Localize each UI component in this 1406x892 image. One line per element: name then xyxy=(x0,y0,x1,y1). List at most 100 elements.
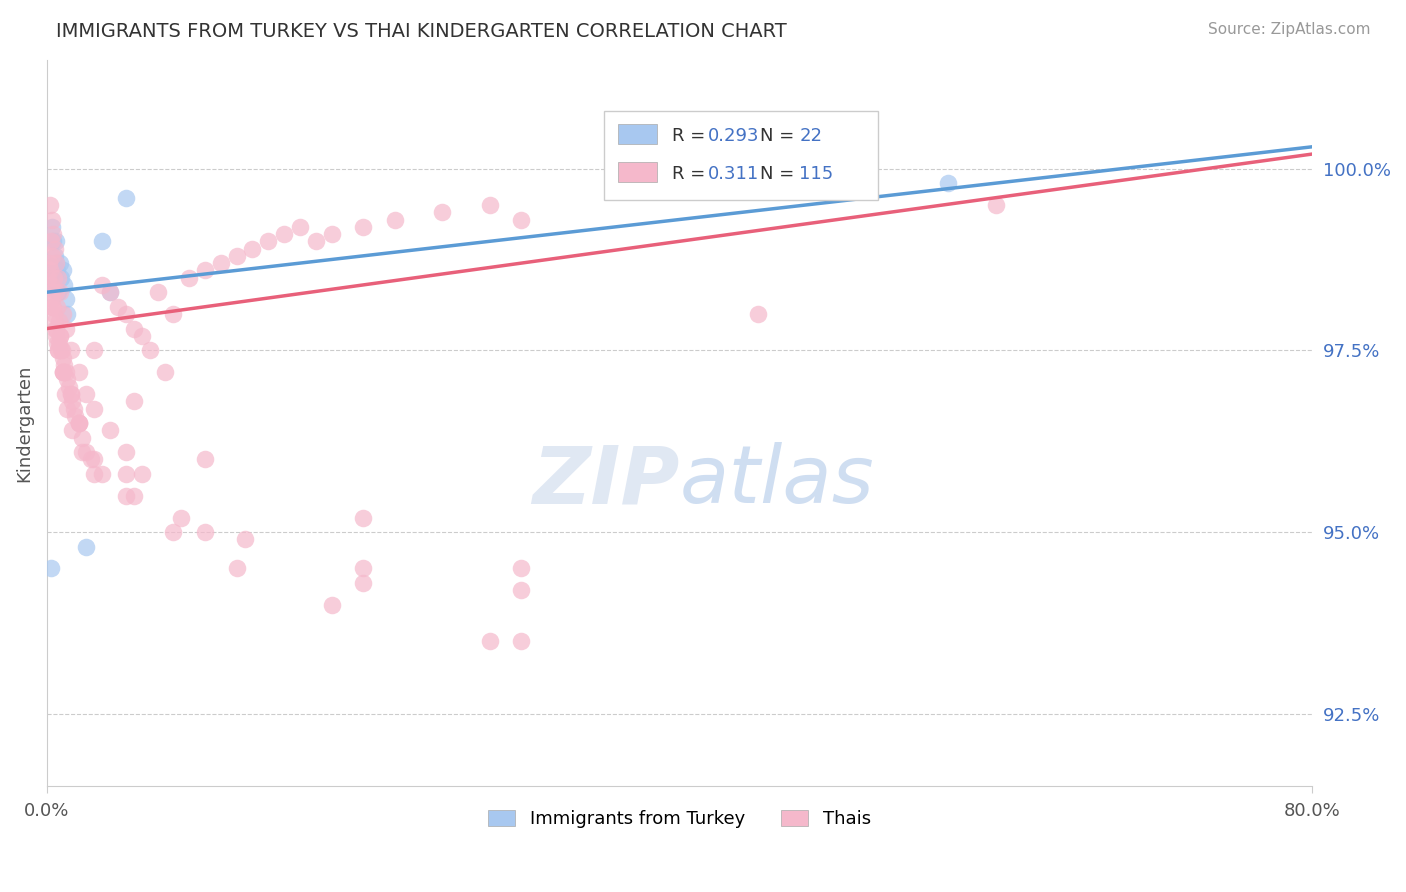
Point xyxy=(67,416,90,430)
Point xyxy=(131,328,153,343)
Text: N =: N = xyxy=(761,165,800,183)
Text: ZIP: ZIP xyxy=(531,442,679,520)
Point xyxy=(131,467,153,481)
Point xyxy=(42,227,65,241)
Point xyxy=(115,307,138,321)
Point xyxy=(41,285,63,300)
Point xyxy=(70,445,93,459)
Point xyxy=(432,205,454,219)
Point xyxy=(44,242,66,256)
Text: R =: R = xyxy=(672,127,710,145)
Point xyxy=(91,277,114,292)
Point xyxy=(122,394,145,409)
Point xyxy=(45,256,67,270)
Point xyxy=(194,524,217,539)
Point xyxy=(41,219,63,234)
Point xyxy=(257,235,280,249)
Point xyxy=(58,380,80,394)
Point xyxy=(80,452,103,467)
Point xyxy=(45,235,67,249)
Point xyxy=(46,343,69,358)
Text: IMMIGRANTS FROM TURKEY VS THAI KINDERGARTEN CORRELATION CHART: IMMIGRANTS FROM TURKEY VS THAI KINDERGAR… xyxy=(56,22,787,41)
Point xyxy=(42,235,65,249)
Text: N =: N = xyxy=(761,127,800,145)
Text: 0.293: 0.293 xyxy=(709,127,759,145)
Point xyxy=(52,365,75,379)
Point xyxy=(45,256,67,270)
Point xyxy=(179,270,201,285)
Point xyxy=(44,314,66,328)
Point xyxy=(98,285,121,300)
Point xyxy=(98,285,121,300)
Point xyxy=(510,583,533,598)
Point xyxy=(56,307,79,321)
Point xyxy=(42,270,65,285)
Point xyxy=(162,524,184,539)
Point xyxy=(288,219,311,234)
Point xyxy=(53,387,76,401)
Point xyxy=(52,365,75,379)
Point xyxy=(41,249,63,263)
Point xyxy=(352,561,374,575)
Point xyxy=(46,343,69,358)
Point xyxy=(49,328,72,343)
Point xyxy=(39,270,62,285)
Point xyxy=(107,300,129,314)
Point xyxy=(510,561,533,575)
Point xyxy=(70,431,93,445)
Point xyxy=(62,401,84,416)
Point xyxy=(122,321,145,335)
Point xyxy=(60,394,83,409)
Point xyxy=(138,343,160,358)
Point xyxy=(75,387,97,401)
Text: R =: R = xyxy=(672,165,710,183)
Point xyxy=(53,358,76,372)
Point xyxy=(60,423,83,437)
Point xyxy=(45,285,67,300)
Point xyxy=(39,277,62,292)
Point xyxy=(67,365,90,379)
Y-axis label: Kindergarten: Kindergarten xyxy=(15,364,32,482)
Point xyxy=(52,307,75,321)
Point xyxy=(46,336,69,351)
Point xyxy=(39,263,62,277)
Point xyxy=(39,561,62,575)
Point xyxy=(51,343,73,358)
Point xyxy=(52,351,75,365)
Point xyxy=(83,401,105,416)
Point xyxy=(510,212,533,227)
Point xyxy=(194,452,217,467)
Point xyxy=(48,285,70,300)
Point xyxy=(67,416,90,430)
Point xyxy=(384,212,406,227)
Point xyxy=(155,365,177,379)
Text: 115: 115 xyxy=(800,165,834,183)
Point xyxy=(273,227,295,241)
Point xyxy=(67,416,90,430)
Point xyxy=(44,321,66,335)
Point xyxy=(510,634,533,648)
Point xyxy=(49,343,72,358)
Point xyxy=(305,235,328,249)
Point xyxy=(936,176,959,190)
Text: Source: ZipAtlas.com: Source: ZipAtlas.com xyxy=(1208,22,1371,37)
Point xyxy=(44,249,66,263)
Point xyxy=(75,540,97,554)
Point xyxy=(41,300,63,314)
Point xyxy=(65,409,87,423)
Point xyxy=(55,365,77,379)
Point xyxy=(49,270,72,285)
Point xyxy=(321,227,343,241)
Point xyxy=(42,307,65,321)
Point xyxy=(52,263,75,277)
Point xyxy=(56,401,79,416)
Point xyxy=(46,285,69,300)
Point xyxy=(194,263,217,277)
Point xyxy=(83,452,105,467)
Point xyxy=(115,445,138,459)
Point xyxy=(225,249,247,263)
Point xyxy=(46,300,69,314)
Point xyxy=(75,445,97,459)
Point xyxy=(59,343,82,358)
Point xyxy=(46,270,69,285)
